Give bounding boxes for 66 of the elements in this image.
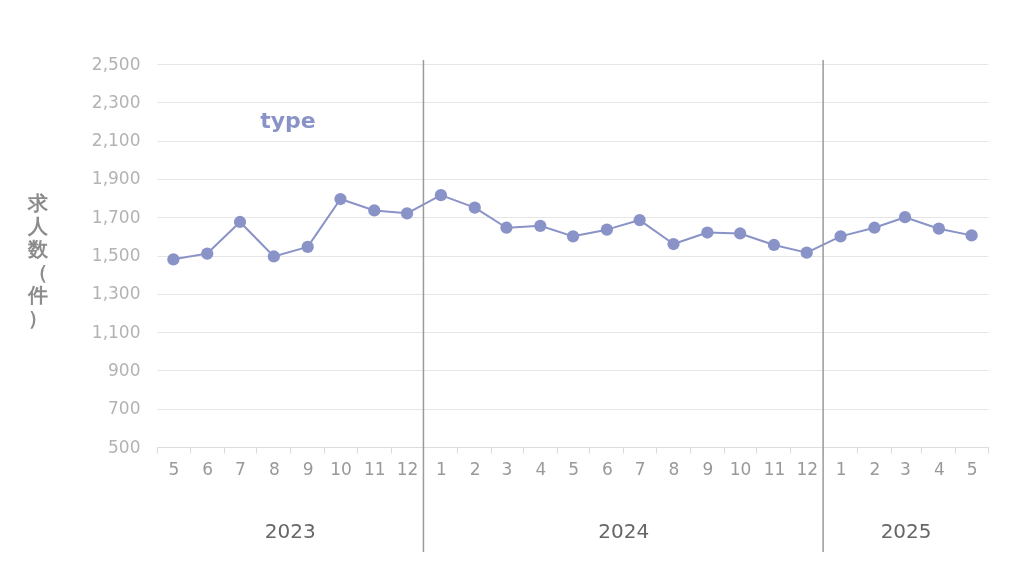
x-tick-label: 2 xyxy=(469,458,481,479)
text: type xyxy=(260,108,316,133)
x-tick-label: 11 xyxy=(363,458,386,479)
text: 2025 xyxy=(880,519,932,543)
x-tick-label: 2 xyxy=(869,458,881,479)
x-tick-label: 5 xyxy=(168,458,180,479)
x-tick-label: 7 xyxy=(235,458,246,479)
y-axis-title: 求人数（件） xyxy=(26,190,49,330)
text: 2024 xyxy=(598,519,650,543)
y-tick-label: 500 xyxy=(108,436,141,457)
x-tick-label: 4 xyxy=(933,458,945,479)
point xyxy=(167,253,180,266)
point xyxy=(633,213,646,227)
y-tick-label: 700 xyxy=(108,398,141,419)
point xyxy=(800,246,813,259)
point xyxy=(368,204,381,217)
point xyxy=(965,229,978,242)
y-tick-label: 1,300 xyxy=(91,283,141,304)
x-tick-label: 8 xyxy=(268,458,280,479)
point xyxy=(701,226,714,239)
text: 2023 xyxy=(264,519,316,543)
x-tick-label: 1 xyxy=(835,458,847,479)
point xyxy=(201,247,214,260)
y-tick-label: 2,100 xyxy=(91,130,141,151)
x-tick-label: 9 xyxy=(302,458,314,479)
x-tick-label: 3 xyxy=(900,458,911,479)
point xyxy=(868,221,881,234)
x-tick-label: 6 xyxy=(601,458,613,479)
point xyxy=(767,238,781,252)
point xyxy=(233,215,247,229)
x-tick-label: 12 xyxy=(796,458,819,479)
y-tick-label: 1,500 xyxy=(91,245,141,265)
x-tick-label: 5 xyxy=(568,458,579,479)
x-tick-label: 1 xyxy=(436,458,447,479)
x-tick-label: 10 xyxy=(729,458,752,479)
point xyxy=(932,222,945,235)
x-tick-label: 12 xyxy=(396,458,419,479)
x-tick-label: 11 xyxy=(763,458,786,479)
y-tick-label: 1,700 xyxy=(91,206,141,227)
point xyxy=(400,207,414,220)
y-tick-label: 1,100 xyxy=(91,321,141,342)
point xyxy=(500,221,513,234)
x-tick-label: 5 xyxy=(966,458,978,479)
x-tick-label: 9 xyxy=(702,458,714,479)
x-tick-label: 7 xyxy=(634,458,646,479)
x-tick-label: 4 xyxy=(535,458,547,479)
point xyxy=(267,250,280,263)
x-tick-label: 8 xyxy=(668,458,680,479)
x-tick-label: 3 xyxy=(501,458,513,479)
point xyxy=(667,237,680,251)
y-tick-label: 2,500 xyxy=(91,53,141,74)
x-tick-label: 10 xyxy=(330,458,352,479)
point xyxy=(600,223,614,236)
point xyxy=(301,240,314,253)
point xyxy=(434,189,448,202)
point xyxy=(468,201,481,214)
y-tick-label: 1,900 xyxy=(91,168,141,189)
point xyxy=(898,211,912,224)
y-tick-label: 900 xyxy=(108,359,141,380)
point xyxy=(334,192,347,206)
point xyxy=(534,219,547,232)
point xyxy=(734,227,747,240)
x-tick-label: 6 xyxy=(202,458,214,479)
point xyxy=(566,230,580,243)
point xyxy=(834,230,847,243)
y-tick-label: 2,300 xyxy=(91,91,141,112)
